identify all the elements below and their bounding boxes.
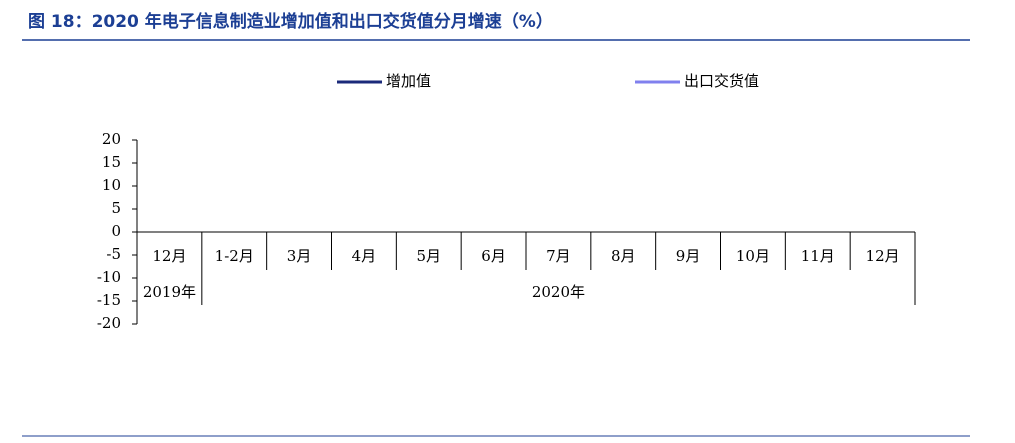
x-tick-label: 10月 bbox=[736, 247, 770, 265]
y-tick-label: -15 bbox=[97, 291, 121, 309]
x-tick-label: 9月 bbox=[676, 247, 701, 265]
x-tick-label: 6月 bbox=[481, 247, 506, 265]
legend-label: 出口交货值 bbox=[684, 72, 759, 90]
x-tick-label: 5月 bbox=[416, 247, 441, 265]
y-tick-label: 20 bbox=[102, 130, 121, 148]
y-tick-label: 15 bbox=[102, 153, 121, 171]
y-tick-label: -5 bbox=[106, 245, 121, 263]
x-tick-label: 3月 bbox=[287, 247, 312, 265]
y-tick-label: -10 bbox=[97, 268, 121, 286]
year-label: 2019年 bbox=[143, 283, 196, 301]
x-tick-label: 1-2月 bbox=[215, 247, 254, 265]
x-tick-label: 11月 bbox=[801, 247, 835, 265]
y-tick-label: 5 bbox=[111, 199, 121, 217]
y-tick-label: -20 bbox=[97, 314, 121, 332]
chart-title: 图 18：2020 年电子信息制造业增加值和出口交货值分月增速（%） bbox=[28, 11, 553, 32]
x-tick-label: 12月 bbox=[152, 247, 186, 265]
x-tick-label: 4月 bbox=[352, 247, 377, 265]
x-tick-label: 7月 bbox=[546, 247, 571, 265]
y-tick-label: 10 bbox=[102, 176, 121, 194]
x-tick-label: 12月 bbox=[866, 247, 900, 265]
legend-label: 增加值 bbox=[386, 72, 431, 90]
y-tick-label: 0 bbox=[111, 222, 121, 240]
year-label: 2020年 bbox=[532, 283, 585, 301]
x-tick-label: 8月 bbox=[611, 247, 636, 265]
